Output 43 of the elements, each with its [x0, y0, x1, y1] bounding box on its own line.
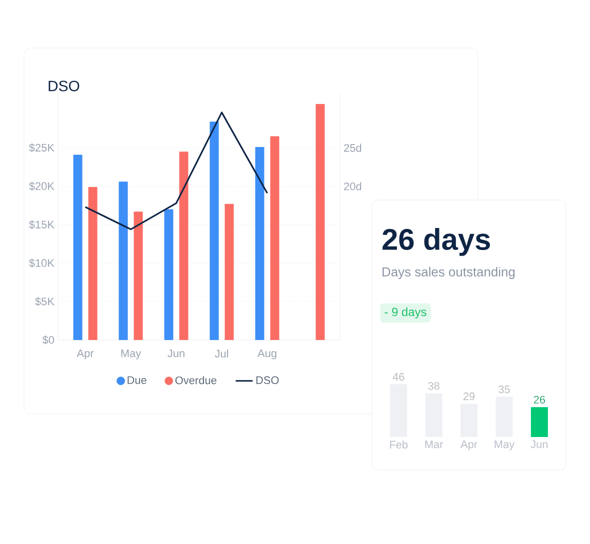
x-tick-label: Aug	[258, 350, 276, 360]
y2-tick-label: 25d	[344, 144, 362, 152]
bar	[134, 212, 143, 340]
x-tick-label: Feb	[390, 440, 408, 449]
bar	[179, 152, 188, 340]
chart-title: 26 days	[382, 228, 490, 256]
chart-subtitle: Days sales outstanding	[382, 266, 515, 280]
data-label: 35	[498, 386, 510, 394]
y-tick-label: $10K	[29, 258, 54, 268]
y-tick-label: $0	[42, 336, 54, 344]
bar	[255, 147, 264, 340]
y2-tick-label: 20d	[344, 182, 362, 190]
x-tick-label: Jun	[168, 350, 184, 358]
line-series	[84, 112, 268, 230]
text: - 9 days	[384, 307, 426, 319]
y-tick-label: $15K	[29, 220, 54, 230]
bar	[88, 187, 98, 340]
y-tick-label: $5K	[35, 297, 54, 306]
x-tick-label: Jul	[214, 350, 228, 358]
bar	[530, 407, 548, 437]
legend-label: DSO	[256, 376, 279, 384]
data-label: 46	[392, 372, 404, 381]
bar	[316, 104, 325, 340]
legend-label: Due	[128, 376, 146, 384]
x-tick-label: Apr	[460, 440, 478, 450]
y-tick-label: $20K	[29, 182, 54, 191]
legend-label: Overdue	[175, 376, 216, 384]
data-label: 38	[428, 382, 440, 390]
bar	[270, 136, 280, 340]
data-label: 29	[463, 392, 475, 400]
bar	[210, 122, 219, 340]
x-tick-label: Jun	[530, 440, 548, 448]
x-tick-label: Mar	[425, 440, 444, 448]
x-tick-label: May	[494, 440, 515, 450]
bar	[118, 182, 128, 340]
bar	[73, 154, 82, 340]
chart-title: DSO	[48, 80, 80, 92]
x-tick-label: May	[121, 350, 142, 360]
x-tick-label: Apr	[76, 350, 94, 360]
y-tick-label: $25K	[29, 143, 54, 152]
data-label: 26	[534, 396, 546, 404]
bar	[224, 204, 234, 340]
bar	[164, 209, 174, 340]
